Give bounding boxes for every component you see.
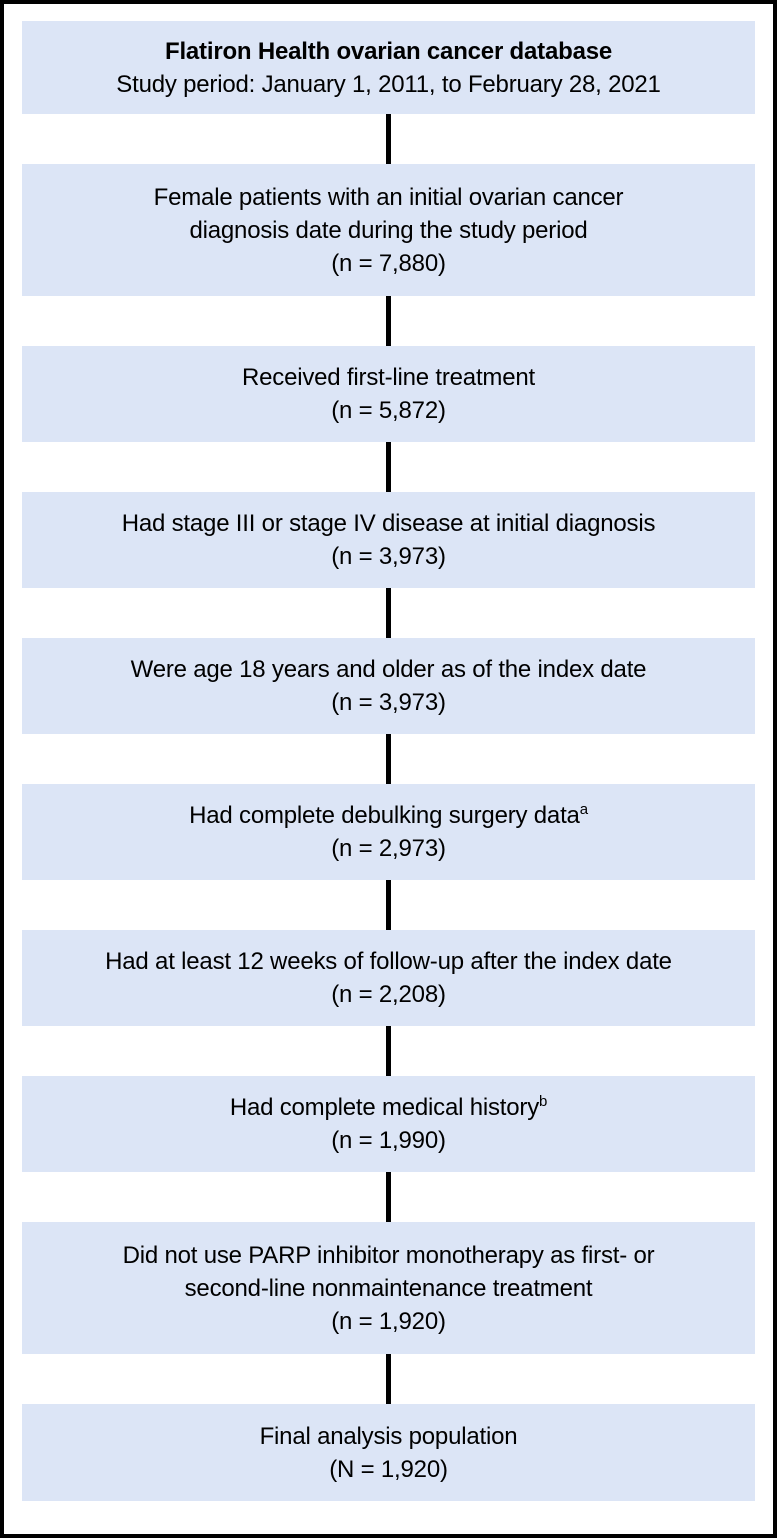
step-text: Had stage III or stage IV disease at ini…	[121, 510, 656, 537]
step-text: Had complete debulking surgery dataa	[189, 799, 588, 832]
flow-box-final-analysis-population: Final analysis population (N = 1,920)	[22, 1404, 755, 1501]
step-text: second-line nonmaintenance treatment	[184, 1274, 593, 1302]
flow-box-initial-diagnosis: Female patients with an initial ovarian …	[22, 164, 755, 296]
step-count: (n = 7,880)	[331, 249, 446, 277]
step-count: (n = 2,973)	[331, 835, 446, 862]
flow-box-debulking-surgery-data: Had complete debulking surgery dataa (n …	[22, 784, 755, 880]
step-text: Female patients with an initial ovarian …	[153, 183, 624, 211]
flow-box-first-line-treatment: Received first-line treatment (n = 5,872…	[22, 346, 755, 442]
flow-connector	[386, 442, 391, 492]
flow-box-database-header: Flatiron Health ovarian cancer database …	[22, 21, 755, 114]
flow-box-medical-history: Had complete medical historyb (n = 1,990…	[22, 1076, 755, 1172]
flow-connector	[386, 296, 391, 346]
flow-connector	[386, 114, 391, 164]
footnote-marker-b: b	[539, 1093, 548, 1110]
flow-connector	[386, 1172, 391, 1222]
flow-connector	[386, 1354, 391, 1404]
step-count: (N = 1,920)	[329, 1455, 448, 1483]
step-count: (n = 1,920)	[331, 1307, 446, 1335]
step-text-main: Had complete debulking surgery data	[189, 802, 580, 829]
step-text: Were age 18 years and older as of the in…	[130, 656, 647, 683]
flow-connector	[386, 880, 391, 930]
step-text-main: Had complete medical history	[229, 1094, 540, 1121]
step-count: (n = 2,208)	[331, 981, 446, 1008]
flow-connector	[386, 734, 391, 784]
flow-box-no-parp-monotherapy: Did not use PARP inhibitor monotherapy a…	[22, 1222, 755, 1354]
step-text: Final analysis population	[259, 1422, 518, 1450]
flow-box-stage-iii-iv: Had stage III or stage IV disease at ini…	[22, 492, 755, 588]
step-count: (n = 3,973)	[331, 689, 446, 716]
footnote-marker-a: a	[579, 801, 588, 818]
step-text: diagnosis date during the study period	[189, 216, 588, 244]
step-text: Had at least 12 weeks of follow-up after…	[105, 948, 672, 975]
flow-diagram: Flatiron Health ovarian cancer database …	[4, 4, 773, 1501]
step-text: Received first-line treatment	[242, 364, 535, 391]
flow-box-age-18-older: Were age 18 years and older as of the in…	[22, 638, 755, 734]
database-title: Flatiron Health ovarian cancer database	[164, 37, 613, 65]
study-period: Study period: January 1, 2011, to Februa…	[116, 70, 661, 98]
step-count: (n = 1,990)	[331, 1127, 446, 1154]
flow-box-follow-up: Had at least 12 weeks of follow-up after…	[22, 930, 755, 1026]
flow-connector	[386, 1026, 391, 1076]
step-count: (n = 5,872)	[331, 397, 446, 424]
step-text: Did not use PARP inhibitor monotherapy a…	[122, 1241, 655, 1269]
step-count: (n = 3,973)	[331, 543, 446, 570]
step-text: Had complete medical historyb	[229, 1091, 548, 1124]
flow-connector	[386, 588, 391, 638]
